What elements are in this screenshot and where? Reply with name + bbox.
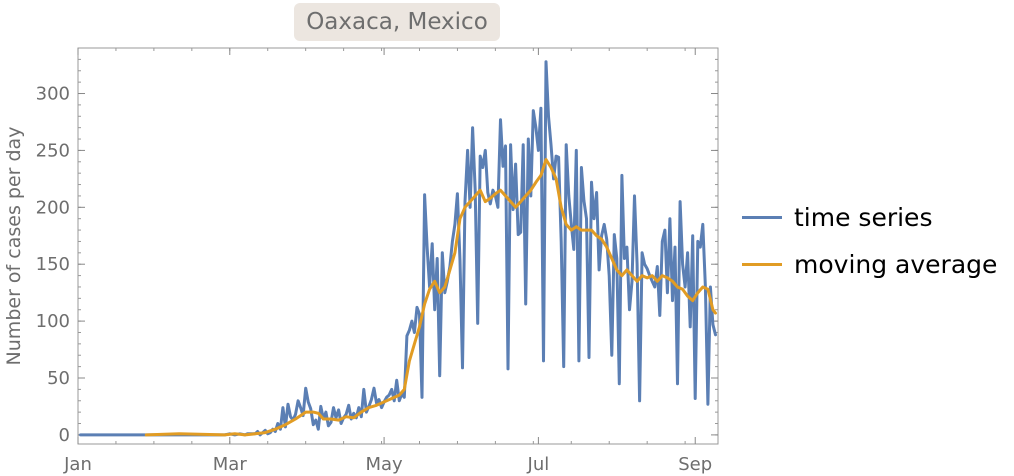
chart-title-box (294, 3, 500, 41)
x-tick-label: Jul (527, 454, 550, 475)
y-tick-label: 0 (59, 425, 70, 446)
legend-swatch-time-series (742, 216, 782, 219)
legend: time series moving average (742, 194, 997, 288)
x-tick-label: Jan (63, 454, 92, 475)
x-tick-label: Mar (213, 454, 248, 475)
y-tick-label: 50 (47, 368, 70, 389)
chart-title: Oaxaca, Mexico (306, 9, 488, 35)
y-tick-label: 200 (36, 197, 70, 218)
legend-swatch-moving-average (742, 263, 782, 266)
y-tick-label: 300 (36, 84, 70, 105)
legend-label-moving-average: moving average (794, 250, 998, 279)
legend-label-time-series: time series (794, 203, 933, 232)
series-line-time-series (79, 60, 717, 437)
series-line-moving-average (144, 158, 717, 437)
plot-frame (77, 47, 719, 445)
legend-item-moving-average: moving average (742, 241, 997, 288)
y-tick-label: 100 (36, 311, 70, 332)
y-tick-label: 250 (36, 140, 70, 161)
y-tick-label: 150 (36, 254, 70, 275)
legend-item-time-series: time series (742, 194, 997, 241)
x-tick-label: Sep (678, 454, 712, 475)
x-tick-label: May (365, 454, 403, 475)
